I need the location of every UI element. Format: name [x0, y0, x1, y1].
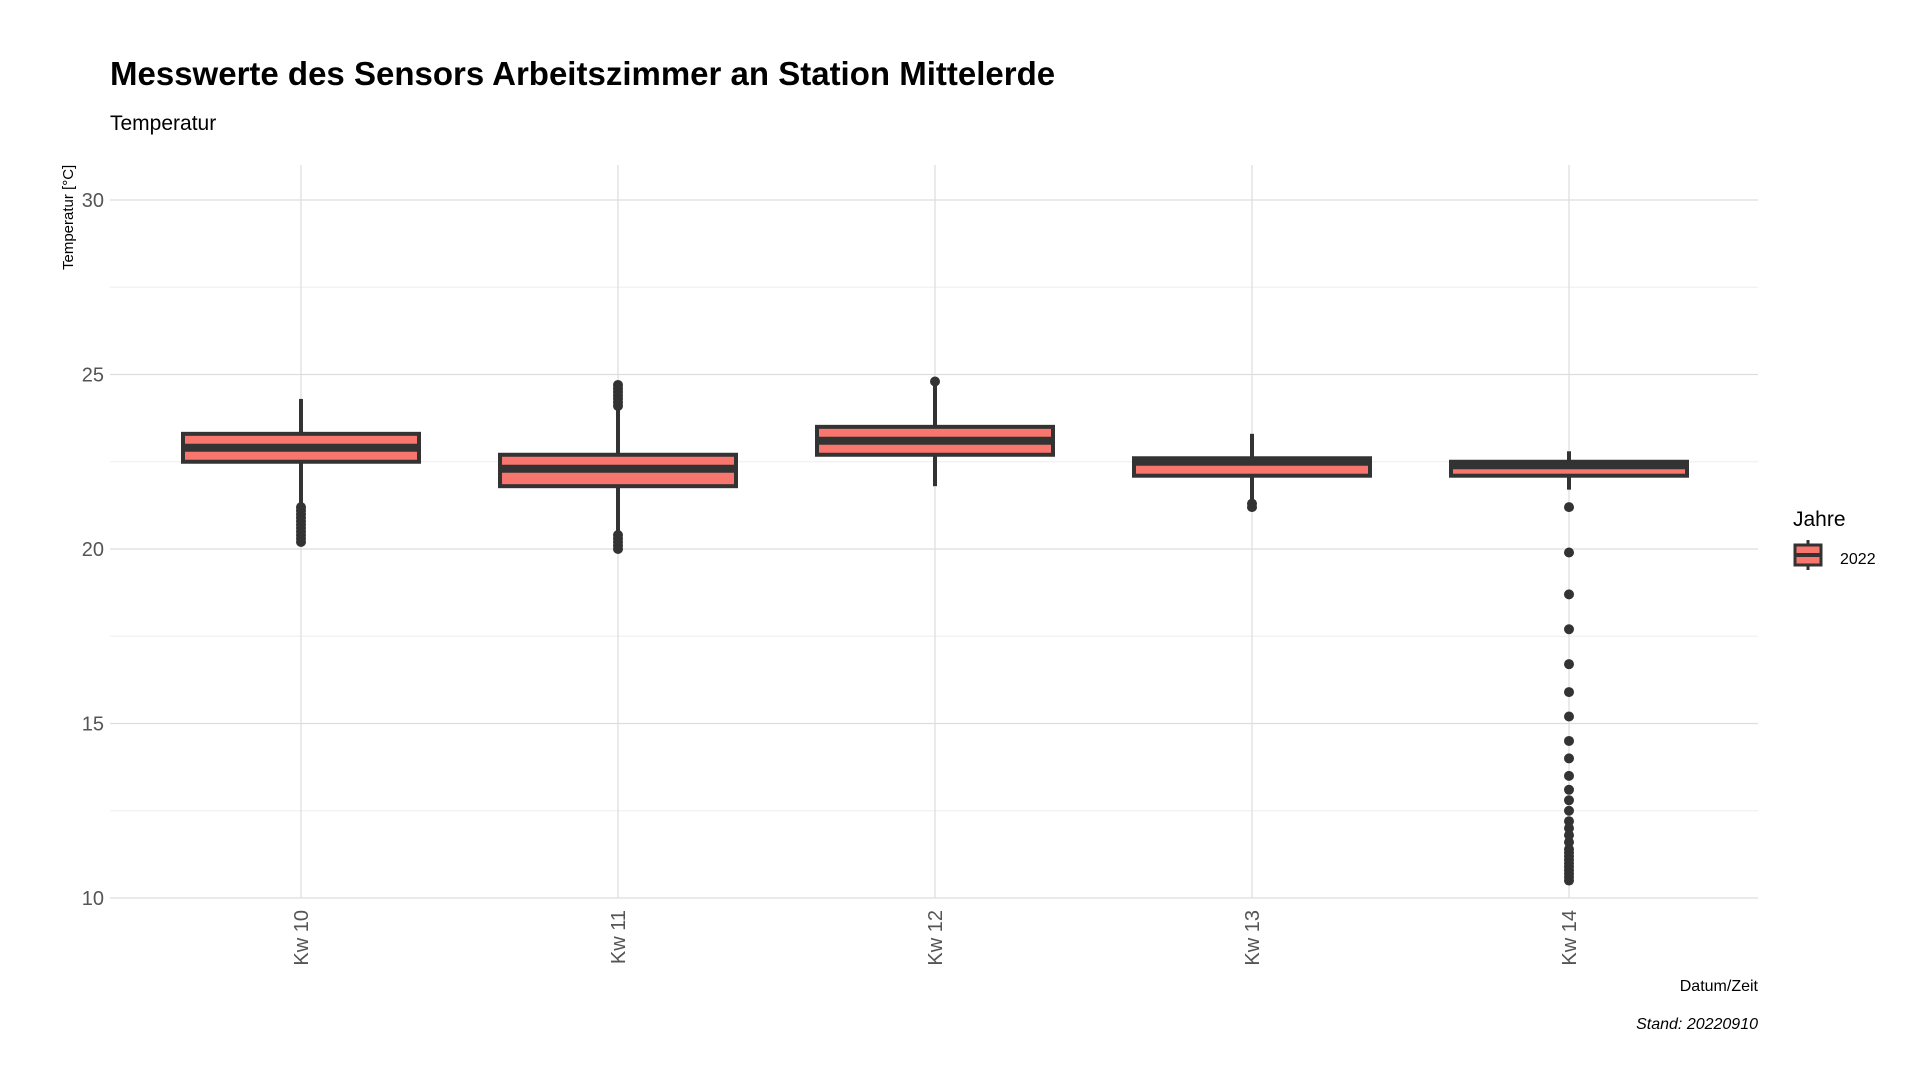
x-tick-label: Kw 13	[1242, 910, 1264, 966]
outlier-point	[1564, 502, 1574, 513]
outlier-point	[1564, 624, 1574, 635]
outlier-point	[1564, 805, 1574, 816]
outlier-point	[1247, 502, 1257, 513]
outlier-point	[1564, 816, 1574, 827]
outlier-point	[1564, 784, 1574, 795]
box-kw-12	[815, 376, 1055, 487]
box-kw-14	[1449, 451, 1689, 886]
outlier-point	[1564, 659, 1574, 670]
outlier-point	[1564, 830, 1574, 841]
chart-title: Messwerte des Sensors Arbeitszimmer an S…	[110, 55, 1055, 92]
grid-lines	[110, 165, 1758, 899]
y-tick-label: 25	[82, 365, 104, 387]
chart-caption: Stand: 20220910	[1636, 1016, 1758, 1033]
box-kw-10	[181, 398, 421, 548]
chart-subtitle: Temperatur	[110, 112, 216, 135]
outlier-point	[613, 544, 623, 554]
y-axis-ticks: 10 15 20 25 30	[82, 190, 104, 910]
box-series	[181, 376, 1689, 886]
outlier-point	[613, 400, 623, 411]
y-tick-label: 20	[82, 539, 104, 561]
y-axis-label: Temperatur [°C]	[60, 165, 77, 270]
outlier-point	[930, 376, 940, 387]
x-axis-ticks: Kw 10 Kw 11 Kw 12 Kw 13 Kw 14	[291, 910, 1581, 966]
x-tick-label: Kw 11	[608, 910, 630, 964]
outlier-point	[1564, 770, 1574, 781]
outlier-point	[1564, 753, 1574, 764]
outlier-point	[1564, 687, 1574, 698]
y-tick-label: 10	[82, 888, 104, 910]
outlier-point	[1564, 547, 1574, 558]
outlier-point	[1564, 735, 1574, 746]
x-tick-label: Kw 12	[925, 910, 947, 966]
x-axis-label: Datum/Zeit	[1680, 978, 1759, 995]
legend-label-2022: 2022	[1840, 551, 1876, 568]
y-tick-label: 15	[82, 714, 104, 736]
outlier-point	[1564, 875, 1574, 886]
outlier-point	[1564, 795, 1574, 806]
y-tick-label: 30	[82, 190, 104, 212]
box-kw-11	[498, 379, 738, 554]
outlier-point	[1564, 589, 1574, 600]
outlier-point	[1564, 837, 1574, 848]
outlier-point	[1564, 711, 1574, 722]
legend: Jahre 2022	[1793, 508, 1876, 570]
box-kw-13	[1132, 433, 1372, 513]
outlier-point	[296, 537, 306, 548]
x-tick-label: Kw 10	[291, 910, 313, 966]
outlier-point	[1564, 823, 1574, 834]
legend-key-2022	[1793, 540, 1823, 570]
x-tick-label: Kw 14	[1559, 910, 1581, 966]
legend-title: Jahre	[1793, 508, 1846, 531]
